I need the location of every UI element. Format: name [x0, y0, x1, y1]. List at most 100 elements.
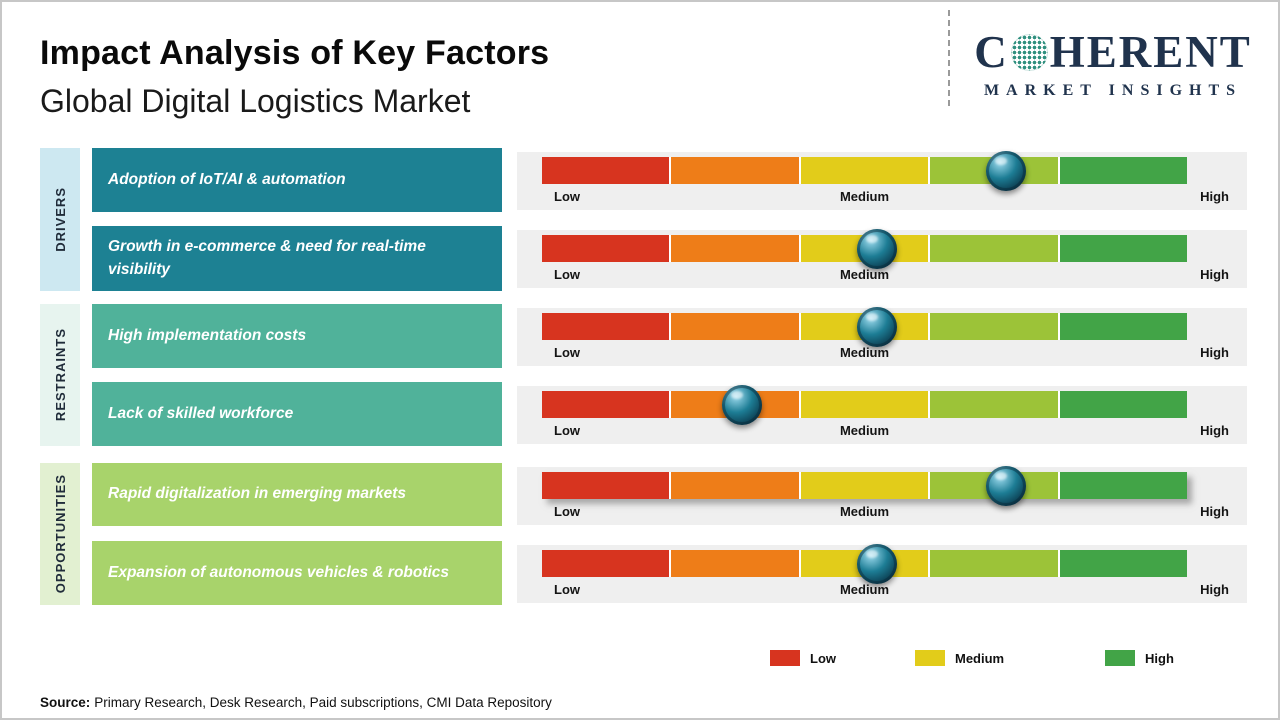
bar-segment-red	[542, 157, 670, 184]
header: Impact Analysis of Key Factors Global Di…	[40, 34, 549, 120]
bar-segment-green	[1057, 157, 1188, 184]
scale-label-low: Low	[554, 267, 580, 282]
impact-marker	[857, 543, 898, 584]
bar-segment-yellow	[798, 157, 929, 184]
impact-marker	[857, 306, 898, 347]
impact-bar-row: Low Medium High	[517, 543, 1247, 603]
bar-segment-red	[542, 235, 670, 262]
bar-segment-green	[1057, 550, 1188, 577]
impact-scale-bar	[542, 306, 1188, 347]
group-strip-restraints: RESTRAINTS	[40, 304, 80, 446]
legend-item-low: Low	[770, 650, 836, 666]
logo-letter-c: C	[974, 27, 1009, 77]
bar-segment-yellow	[798, 391, 929, 418]
factor-label: Rapid digitalization in emerging markets	[108, 485, 406, 503]
impact-marker	[986, 465, 1027, 506]
legend-label-low: Low	[810, 650, 836, 666]
impact-marker	[986, 150, 1027, 191]
factor-box: Growth in e-commerce & need for real-tim…	[92, 226, 502, 291]
bar-segment-green	[1057, 235, 1188, 262]
legend-item-medium: Medium	[915, 650, 1004, 666]
impact-bar-row: Low Medium High	[517, 384, 1247, 444]
bar-segment-green	[1057, 472, 1188, 499]
scale-label-high: High	[1200, 345, 1229, 360]
impact-scale-bar	[542, 150, 1188, 191]
bar-segment-red	[542, 313, 670, 340]
bar-segment-red	[542, 472, 670, 499]
impact-scale-bar	[542, 465, 1188, 506]
company-logo: C HERENT MARKET INSIGHTS	[962, 30, 1264, 100]
scale-label-low: Low	[554, 504, 580, 519]
impact-scale-bar	[542, 384, 1188, 425]
impact-scale-bar	[542, 228, 1188, 269]
factor-label: Adoption of IoT/AI & automation	[108, 170, 346, 188]
bar-segment-orange	[669, 313, 799, 340]
scale-label-high: High	[1200, 267, 1229, 282]
group-strip-drivers: DRIVERS	[40, 148, 80, 291]
scale-label-medium: Medium	[839, 582, 890, 597]
bar-segment-red	[542, 550, 670, 577]
source-text: Primary Research, Desk Research, Paid su…	[94, 695, 552, 710]
scale-label-medium: Medium	[839, 423, 890, 438]
scale-label-low: Low	[554, 423, 580, 438]
impact-bar-row: Low Medium High	[517, 150, 1247, 210]
factor-box: Expansion of autonomous vehicles & robot…	[92, 541, 502, 605]
factor-box: High implementation costs	[92, 304, 502, 368]
scale-label-low: Low	[554, 582, 580, 597]
globe-icon	[1010, 34, 1048, 71]
factor-label: High implementation costs	[108, 326, 307, 344]
bar-segment-yellow	[798, 472, 929, 499]
impact-bar-row: Low Medium High	[517, 306, 1247, 366]
factor-label: Lack of skilled workforce	[108, 404, 294, 422]
legend-label-high: High	[1145, 650, 1174, 666]
legend-label-medium: Medium	[955, 650, 1005, 666]
scale-label-medium: Medium	[839, 189, 890, 204]
bar-segment-orange	[669, 550, 799, 577]
scale-label-medium: Medium	[839, 345, 890, 360]
bar-segment-orange	[669, 472, 799, 499]
logo-brand: C HERENT	[962, 30, 1264, 75]
page-subtitle: Global Digital Logistics Market	[40, 83, 471, 119]
group-label-opportunities: OPPORTUNITIES	[52, 474, 68, 594]
page-title: Impact Analysis of Key Factors	[40, 34, 550, 72]
impact-marker	[857, 228, 898, 269]
factor-box: Adoption of IoT/AI & automation	[92, 148, 502, 212]
impact-bar-row: Low Medium High	[517, 465, 1247, 525]
factor-box: Rapid digitalization in emerging markets	[92, 463, 502, 526]
group-label-drivers: DRIVERS	[52, 187, 68, 252]
bar-segment-orange	[669, 157, 799, 184]
source-label: Source:	[40, 695, 91, 710]
scale-label-medium: Medium	[839, 267, 890, 282]
factor-box: Lack of skilled workforce	[92, 382, 502, 446]
bar-segment-orange	[669, 235, 799, 262]
bar-segment-green	[1057, 391, 1188, 418]
legend-swatch-medium	[915, 650, 945, 666]
legend-item-high: High	[1105, 650, 1174, 666]
factor-label: Expansion of autonomous vehicles & robot…	[108, 563, 450, 581]
bar-segment-yellowgreen	[928, 391, 1058, 418]
scale-label-medium: Medium	[839, 504, 890, 519]
header-divider	[948, 10, 950, 106]
logo-letters-rest: HERENT	[1049, 27, 1252, 77]
scale-label-high: High	[1200, 582, 1229, 597]
scale-label-high: High	[1200, 504, 1229, 519]
bar-segment-yellowgreen	[928, 550, 1058, 577]
group-label-restraints: RESTRAINTS	[52, 328, 68, 422]
legend-swatch-low	[770, 650, 800, 666]
bar-segment-red	[542, 391, 670, 418]
factor-label: Growth in e-commerce & need for real-tim…	[108, 238, 426, 278]
bar-segment-green	[1057, 313, 1188, 340]
scale-label-high: High	[1200, 423, 1229, 438]
impact-scale-bar	[542, 543, 1188, 584]
impact-bar-row: Low Medium High	[517, 228, 1247, 288]
impact-marker	[721, 384, 762, 425]
logo-tagline: MARKET INSIGHTS	[983, 82, 1243, 99]
scale-label-low: Low	[554, 345, 580, 360]
group-strip-opportunities: OPPORTUNITIES	[40, 463, 80, 605]
bar-segment-yellowgreen	[928, 313, 1058, 340]
bar-segment-yellowgreen	[928, 235, 1058, 262]
scale-label-high: High	[1200, 189, 1229, 204]
legend-swatch-high	[1105, 650, 1135, 666]
source-line: Source: Primary Research, Desk Research, …	[40, 695, 552, 710]
